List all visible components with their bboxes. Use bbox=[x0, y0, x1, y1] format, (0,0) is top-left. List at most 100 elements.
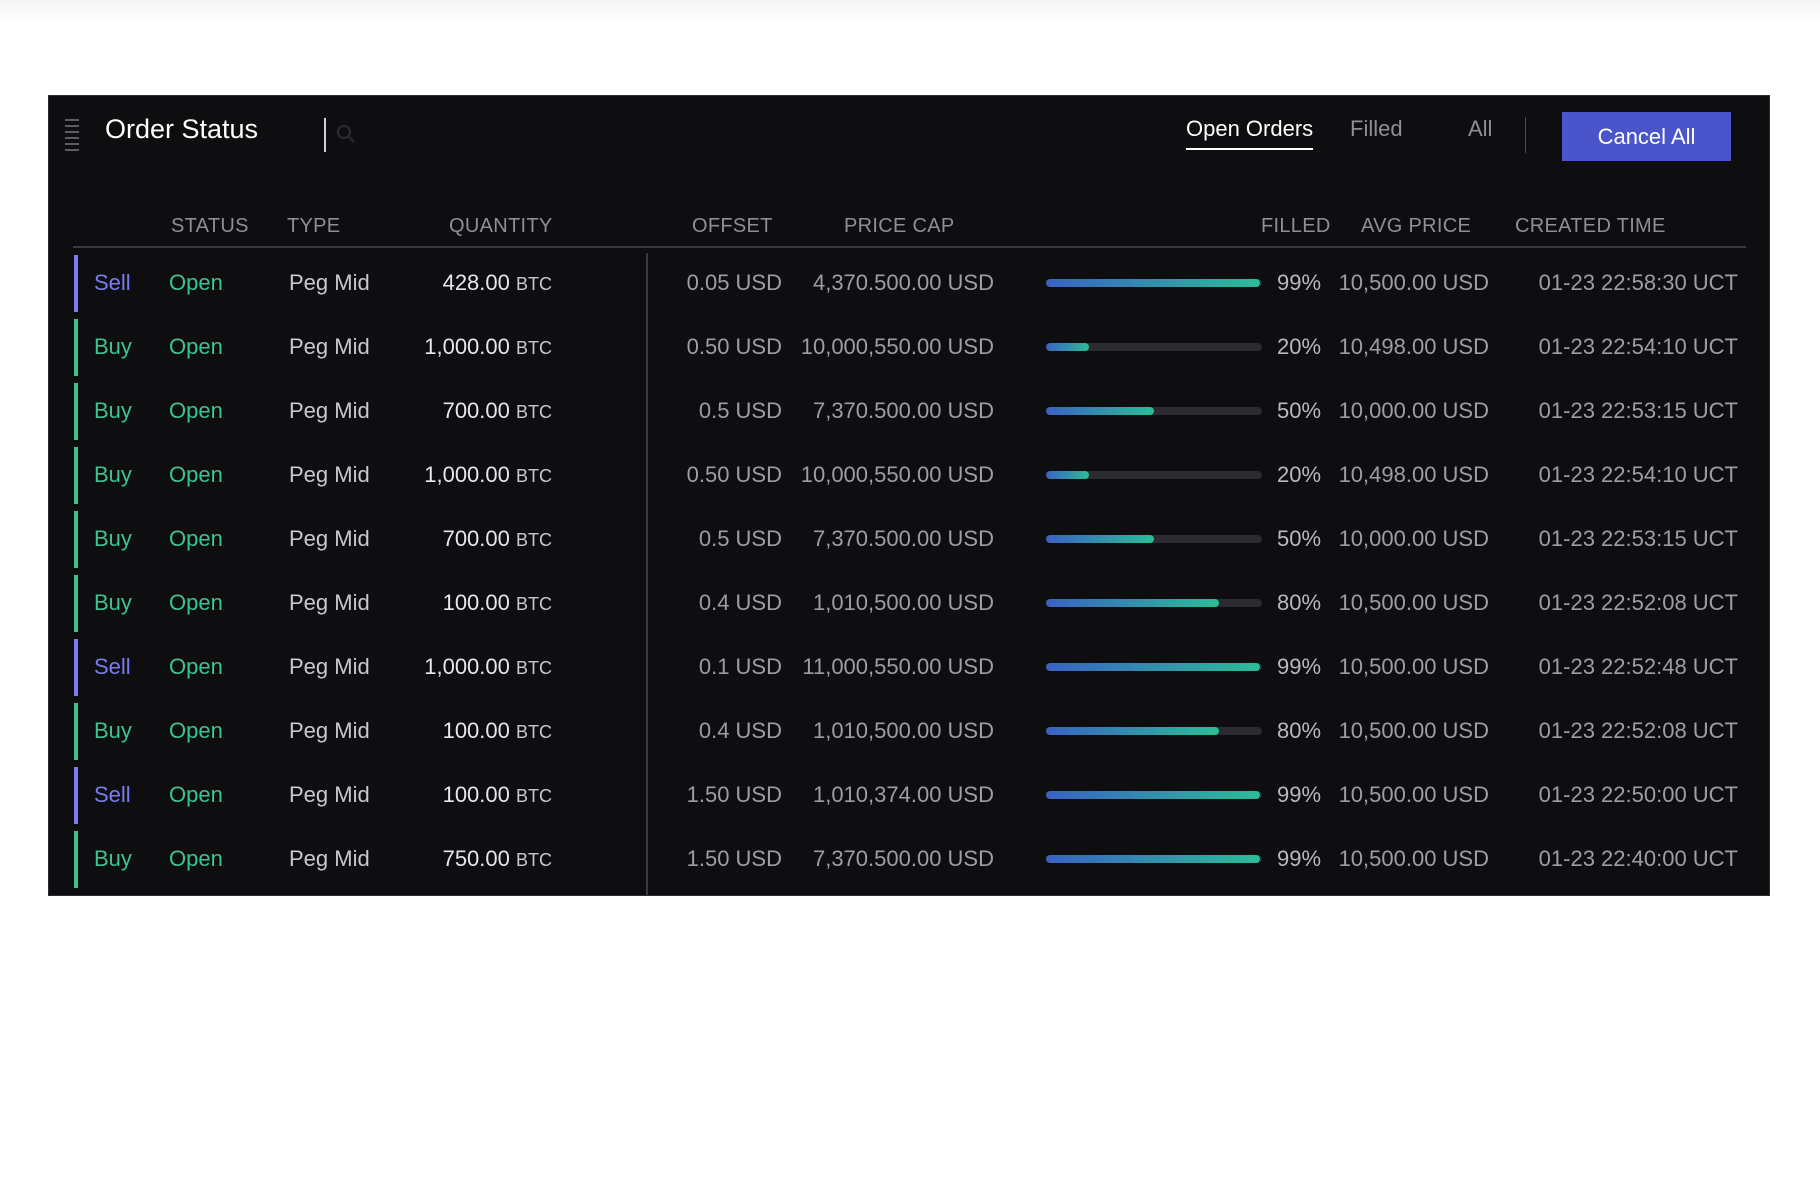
filled-percent: 99% bbox=[1277, 782, 1322, 807]
quantity-value: 100.00 bbox=[442, 590, 510, 615]
filled-progress-fill bbox=[1046, 535, 1154, 543]
filled-progress-bar bbox=[1046, 727, 1262, 735]
filled-percent: 80% bbox=[1277, 590, 1322, 615]
side-indicator bbox=[74, 639, 78, 696]
status-cell: Open bbox=[169, 398, 223, 423]
filled-progress-bar bbox=[1046, 343, 1262, 351]
filled-progress-fill bbox=[1046, 599, 1219, 607]
filled-percent: 99% bbox=[1277, 846, 1322, 871]
side-cell: Buy bbox=[94, 462, 132, 487]
status-cell: Open bbox=[169, 462, 223, 487]
quantity-unit: BTC bbox=[516, 594, 552, 614]
created-time-cell: 01-23 22:50:00 UCT bbox=[1538, 782, 1738, 807]
quantity-cell: 100.00 BTC bbox=[443, 782, 552, 808]
tab-all[interactable]: All bbox=[1468, 116, 1493, 141]
drag-handle-icon[interactable] bbox=[65, 119, 79, 151]
side-cell: Sell bbox=[94, 270, 131, 295]
table-row[interactable]: Buy Open Peg Mid 100.00 BTC 0.4 USD 1,01… bbox=[49, 700, 1769, 764]
header-offset[interactable]: OFFSET bbox=[692, 215, 773, 237]
side-cell: Buy bbox=[94, 846, 132, 871]
table-row[interactable]: Sell Open Peg Mid 1,000.00 BTC 0.1 USD 1… bbox=[49, 636, 1769, 700]
search-icon[interactable] bbox=[335, 123, 357, 145]
avg-price-cell: 10,000.00 USD bbox=[1338, 526, 1489, 551]
side-indicator bbox=[74, 383, 78, 440]
quantity-unit: BTC bbox=[516, 658, 552, 678]
filled-progress-fill bbox=[1046, 663, 1260, 671]
quantity-value: 1,000.00 bbox=[424, 654, 510, 679]
quantity-cell: 428.00 BTC bbox=[443, 270, 552, 296]
filled-progress-fill bbox=[1046, 343, 1090, 351]
avg-price-cell: 10,500.00 USD bbox=[1338, 782, 1489, 807]
table-row[interactable]: Buy Open Peg Mid 1,000.00 BTC 0.50 USD 1… bbox=[49, 444, 1769, 508]
table-row[interactable]: Buy Open Peg Mid 700.00 BTC 0.5 USD 7,37… bbox=[49, 380, 1769, 444]
quantity-unit: BTC bbox=[516, 338, 552, 358]
created-time-cell: 01-23 22:54:10 UCT bbox=[1538, 462, 1738, 487]
title-divider bbox=[324, 118, 326, 152]
status-cell: Open bbox=[169, 846, 223, 871]
offset-cell: 1.50 USD bbox=[686, 846, 782, 871]
created-time-cell: 01-23 22:40:00 UCT bbox=[1538, 846, 1738, 871]
header-quantity[interactable]: QUANTITY bbox=[449, 215, 553, 237]
cancel-all-button[interactable]: Cancel All bbox=[1562, 112, 1731, 161]
quantity-value: 1,000.00 bbox=[424, 334, 510, 359]
tab-open-orders[interactable]: Open Orders bbox=[1186, 116, 1314, 150]
table-row[interactable]: Buy Open Peg Mid 100.00 BTC 0.4 USD 1,01… bbox=[49, 572, 1769, 636]
offset-cell: 0.5 USD bbox=[698, 398, 782, 423]
header-created-time[interactable]: CREATED TIME bbox=[1515, 215, 1666, 237]
order-status-panel: Order Status Open Orders Filled All Canc… bbox=[48, 95, 1770, 896]
price-cap-cell: 4,370.500.00 USD bbox=[812, 270, 994, 295]
side-cell: Buy bbox=[94, 334, 132, 359]
offset-cell: 0.5 USD bbox=[698, 526, 782, 551]
offset-cell: 0.4 USD bbox=[698, 590, 782, 615]
status-cell: Open bbox=[169, 590, 223, 615]
tab-separator bbox=[1525, 117, 1526, 153]
status-cell: Open bbox=[169, 718, 223, 743]
quantity-value: 750.00 bbox=[442, 846, 510, 871]
quantity-unit: BTC bbox=[516, 402, 552, 422]
filled-percent: 80% bbox=[1277, 718, 1322, 743]
top-fade bbox=[0, 0, 1820, 22]
filled-progress-bar bbox=[1046, 471, 1262, 479]
header-filled[interactable]: FILLED bbox=[1261, 215, 1331, 237]
side-cell: Sell bbox=[94, 654, 131, 679]
side-cell: Buy bbox=[94, 590, 132, 615]
created-time-cell: 01-23 22:52:08 UCT bbox=[1538, 590, 1738, 615]
table-row[interactable]: Sell Open Peg Mid 100.00 BTC 1.50 USD 1,… bbox=[49, 764, 1769, 828]
quantity-unit: BTC bbox=[516, 466, 552, 486]
avg-price-cell: 10,498.00 USD bbox=[1338, 334, 1489, 359]
price-cap-cell: 7,370.500.00 USD bbox=[812, 526, 994, 551]
header-type[interactable]: TYPE bbox=[287, 215, 341, 237]
header-avg-price[interactable]: AVG PRICE bbox=[1361, 215, 1472, 237]
table-row[interactable]: Sell Open Peg Mid 428.00 BTC 0.05 USD 4,… bbox=[49, 252, 1769, 316]
filled-progress-bar bbox=[1046, 279, 1262, 287]
quantity-cell: 1,000.00 BTC bbox=[424, 462, 552, 488]
table-row[interactable]: Buy Open Peg Mid 700.00 BTC 0.5 USD 7,37… bbox=[49, 508, 1769, 572]
side-cell: Buy bbox=[94, 718, 132, 743]
price-cap-cell: 10,000,550.00 USD bbox=[800, 334, 994, 359]
type-cell: Peg Mid bbox=[289, 654, 370, 679]
tab-filled[interactable]: Filled bbox=[1350, 116, 1403, 141]
created-time-cell: 01-23 22:52:08 UCT bbox=[1538, 718, 1738, 743]
header-price-cap[interactable]: PRICE CAP bbox=[844, 215, 955, 237]
created-time-cell: 01-23 22:53:15 UCT bbox=[1538, 526, 1738, 551]
side-indicator bbox=[74, 255, 78, 312]
header-status[interactable]: STATUS bbox=[171, 215, 249, 237]
price-cap-cell: 10,000,550.00 USD bbox=[800, 462, 994, 487]
status-cell: Open bbox=[169, 526, 223, 551]
table-row[interactable]: Buy Open Peg Mid 1,000.00 BTC 0.50 USD 1… bbox=[49, 316, 1769, 380]
status-cell: Open bbox=[169, 782, 223, 807]
side-indicator bbox=[74, 703, 78, 760]
price-cap-cell: 7,370.500.00 USD bbox=[812, 846, 994, 871]
created-time-cell: 01-23 22:53:15 UCT bbox=[1538, 398, 1738, 423]
offset-cell: 0.4 USD bbox=[698, 718, 782, 743]
filled-percent: 99% bbox=[1277, 270, 1322, 295]
table-row[interactable]: Buy Open Peg Mid 750.00 BTC 1.50 USD 7,3… bbox=[49, 828, 1769, 892]
column-separator bbox=[646, 253, 648, 895]
type-cell: Peg Mid bbox=[289, 718, 370, 743]
price-cap-cell: 7,370.500.00 USD bbox=[812, 398, 994, 423]
status-cell: Open bbox=[169, 334, 223, 359]
price-cap-cell: 11,000,550.00 USD bbox=[802, 654, 994, 679]
type-cell: Peg Mid bbox=[289, 590, 370, 615]
price-cap-cell: 1,010,500.00 USD bbox=[812, 718, 994, 743]
quantity-unit: BTC bbox=[516, 786, 552, 806]
